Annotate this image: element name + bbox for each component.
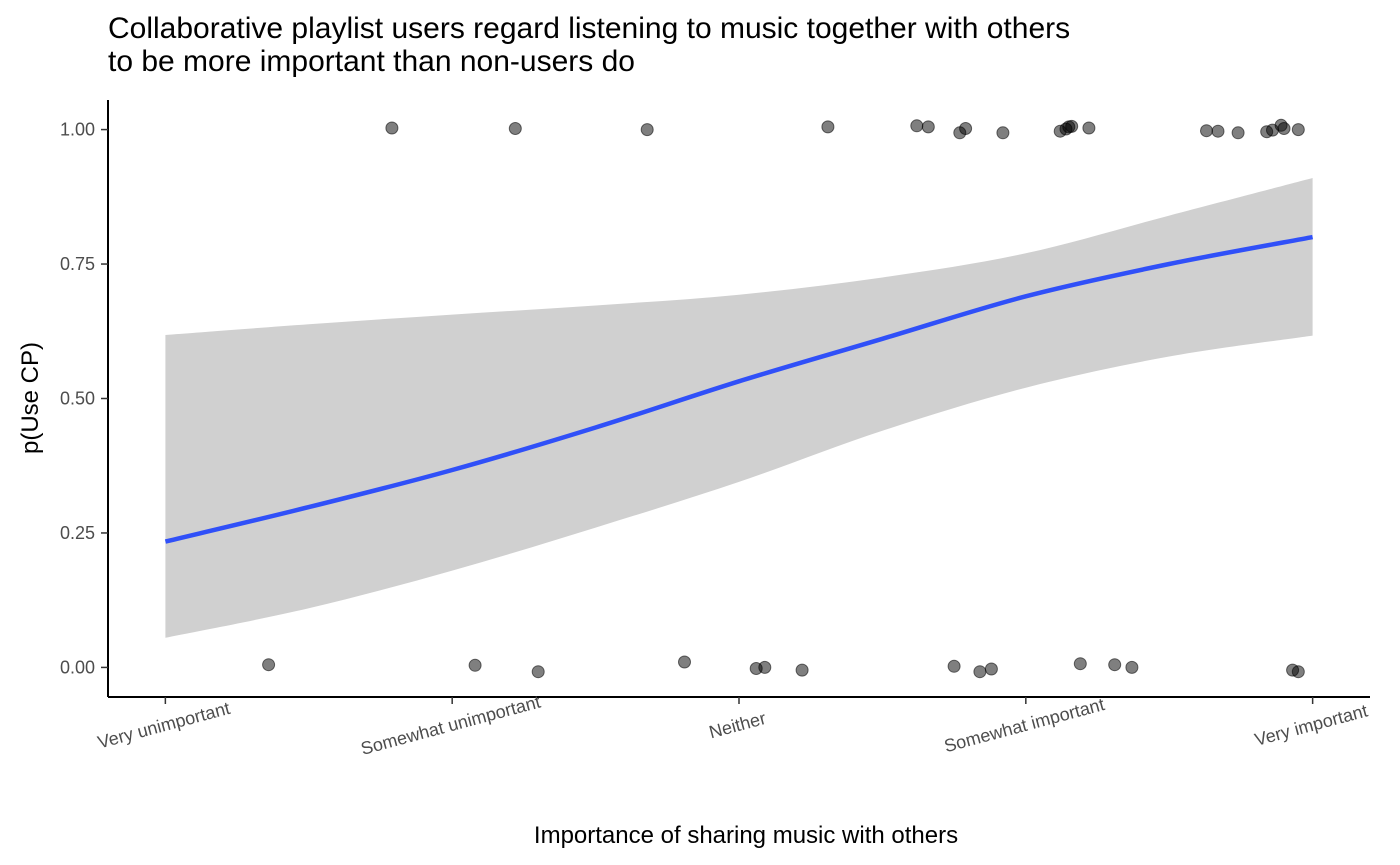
x-tick-label: Somewhat unimportant [359, 692, 543, 759]
data-point [640, 123, 654, 137]
data-point [262, 658, 276, 672]
y-tick-label: 0.75 [60, 254, 95, 274]
data-point [795, 663, 809, 677]
data-point [947, 659, 961, 673]
data-point [1200, 124, 1213, 138]
data-point [1291, 665, 1305, 679]
data-point [468, 658, 482, 672]
data-point [973, 665, 987, 679]
data-point [984, 662, 998, 676]
fit-line [164, 234, 1314, 544]
points-layer [262, 118, 1305, 679]
data-point [1108, 658, 1122, 672]
data-point [1082, 121, 1096, 135]
x-tick-label: Somewhat important [942, 694, 1107, 756]
data-point [531, 665, 545, 679]
data-point [678, 655, 691, 669]
data-point [385, 121, 399, 135]
data-point [910, 119, 924, 133]
data-point [1073, 657, 1087, 671]
x-axis-title: Importance of sharing music with others [534, 822, 958, 849]
data-point [996, 126, 1010, 140]
data-point [758, 660, 772, 674]
x-tick-label: Very important [1252, 701, 1369, 750]
x-tick-label: Neither [707, 708, 768, 742]
chart-title-line-1: Collaborative playlist users regard list… [108, 12, 1071, 45]
chart-title: Collaborative playlist users regard list… [108, 12, 1358, 78]
data-point [1211, 124, 1225, 138]
confidence-band-layer [165, 178, 1313, 638]
data-point [921, 120, 935, 134]
data-point [821, 120, 835, 134]
confidence-band [165, 178, 1313, 638]
data-point [1065, 119, 1079, 133]
x-tick-label: Very unimportant [96, 698, 233, 753]
data-point [1231, 126, 1245, 140]
data-point [1277, 122, 1291, 135]
y-tick-label: 0.25 [60, 523, 95, 543]
data-point [508, 122, 522, 135]
data-point [959, 122, 973, 135]
y-axis-title: p(Use CP) [17, 342, 44, 454]
data-point [1291, 123, 1305, 137]
fit-line-layer [164, 234, 1314, 544]
chart-title-line-2: to be more important than non-users do [108, 45, 635, 78]
y-tick-label: 0.50 [60, 389, 95, 409]
y-tick-label: 0.00 [60, 657, 95, 677]
data-point [1125, 660, 1139, 674]
y-tick-label: 1.00 [60, 120, 95, 140]
